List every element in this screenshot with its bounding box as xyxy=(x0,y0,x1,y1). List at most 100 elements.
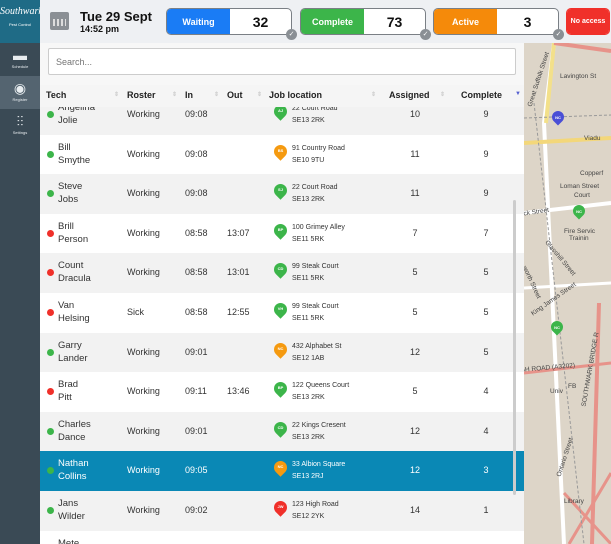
column-complete[interactable]: Complete xyxy=(461,90,503,100)
column-assigned[interactable]: Assigned xyxy=(389,90,430,100)
sidebar-item-settings[interactable]: ⫶⫶ Settings xyxy=(0,109,40,142)
marker-initials: NC xyxy=(554,325,560,330)
time-in: 09:08 xyxy=(185,188,208,199)
pin-initials: JW xyxy=(277,503,284,509)
map-label: FB xyxy=(568,383,577,390)
stat-active[interactable]: Active 3 ✓ xyxy=(433,8,564,40)
logo: Southwark Pest Control xyxy=(0,0,43,43)
assigned-count: 5 xyxy=(412,267,418,278)
tech-name: Van Helsing xyxy=(58,299,90,324)
stat-label: Waiting xyxy=(167,9,230,34)
job-location: 123 High Road SE12 2YK xyxy=(292,500,339,520)
time-in: 09:11 xyxy=(185,386,207,397)
table-row[interactable]: Count Dracula Working 08:58 13:01 CD 99 S… xyxy=(40,253,524,293)
map-label: Fire Servic xyxy=(564,228,596,235)
sort-desc-icon[interactable]: ▼ xyxy=(515,91,521,97)
sort-icon[interactable]: ⇕ xyxy=(371,92,377,98)
column-in[interactable]: In xyxy=(185,90,193,100)
time-in: 09:02 xyxy=(185,504,208,515)
stat-waiting[interactable]: Waiting 32 ✓ xyxy=(166,8,297,40)
marker-initials: NC xyxy=(576,209,582,214)
column-job-location[interactable]: Job location xyxy=(269,90,323,100)
complete-count: 9 xyxy=(483,188,489,199)
complete-count: 4 xyxy=(483,425,489,436)
table-row[interactable]: Mete xyxy=(40,531,524,544)
table-scrollbar[interactable] xyxy=(513,200,516,495)
assigned-count: 7 xyxy=(412,227,418,238)
roster: Working xyxy=(127,346,160,357)
sidebar-item-label: Schedule xyxy=(11,64,29,69)
status-dot xyxy=(47,348,54,356)
stat-value: 32 xyxy=(252,13,269,30)
time-in: 09:01 xyxy=(185,346,208,357)
sort-icon[interactable]: ⇕ xyxy=(114,92,120,98)
roster: Working xyxy=(127,227,160,238)
sort-icon[interactable]: ⇕ xyxy=(172,92,178,98)
stat-value: 3 xyxy=(523,13,532,30)
stat-complete[interactable]: Complete 73 ✓ xyxy=(300,8,431,40)
stat-value: 73 xyxy=(386,13,403,30)
table-row[interactable]: Nathan Collins Working 09:05 NC 33 Albion… xyxy=(40,451,524,491)
status-dot xyxy=(47,111,54,118)
assigned-count: 5 xyxy=(412,386,418,397)
sort-icon[interactable]: ⇕ xyxy=(214,92,220,98)
table-row[interactable]: Garry Lander Working 09:01 NC 432 Alphabe… xyxy=(40,332,524,373)
header: Tue 29 Sept 14:52 pm Waiting 32 ✓ Complete 7… xyxy=(40,0,611,43)
complete-count: 5 xyxy=(483,346,489,357)
tech-name: Brill Person xyxy=(58,220,89,245)
column-tech[interactable]: Tech xyxy=(46,90,67,100)
roster: Working xyxy=(127,465,160,476)
check-icon[interactable]: ✓ xyxy=(420,29,431,40)
status-dot xyxy=(47,190,54,198)
tech-name: Nathan Collins xyxy=(58,458,89,483)
tech-name: Mete xyxy=(58,537,80,544)
tech-name: Jans Wilder xyxy=(58,497,85,522)
roster: Working xyxy=(127,267,160,278)
stat-no-access[interactable]: No access xyxy=(566,8,610,35)
roster: Working xyxy=(127,425,160,436)
tech-name: Bill Smythe xyxy=(58,141,91,166)
table-row[interactable]: Brad Pitt Working 09:11 13:46 BP 122 Quee… xyxy=(40,372,524,412)
tech-name: Count Dracula xyxy=(58,260,91,285)
table-row[interactable]: Charles Dance Working 09:01 CD 22 Kings C… xyxy=(40,411,524,452)
roster: Working xyxy=(127,109,160,119)
calendar-icon[interactable] xyxy=(50,12,69,30)
job-location: 22 Court Road SE13 2RK xyxy=(292,184,338,204)
tech-table: Angelina Jolie Working 09:08 AJ 22 Court … xyxy=(40,107,524,544)
table-row[interactable]: Brill Person Working 08:58 13:07 BP 100 G… xyxy=(40,214,524,254)
sort-icon[interactable]: ⇕ xyxy=(440,92,446,98)
map-label: Lavington St xyxy=(560,73,597,80)
time-in: 08:58 xyxy=(185,306,208,317)
status-dot xyxy=(47,427,54,435)
roster: Sick xyxy=(127,306,145,317)
complete-count: 1 xyxy=(483,504,489,515)
column-roster[interactable]: Roster xyxy=(127,90,156,100)
check-icon[interactable]: ✓ xyxy=(286,29,297,40)
job-location: 91 Country Road SE10 9TU xyxy=(292,144,345,164)
status-dot xyxy=(47,388,54,396)
roster: Working xyxy=(127,386,160,397)
column-out[interactable]: Out xyxy=(227,90,243,100)
time-out: 13:01 xyxy=(227,267,250,278)
table-row[interactable]: Van Helsing Sick 08:58 12:55 VH 99 Steak … xyxy=(40,293,524,333)
time-in: 09:08 xyxy=(185,109,208,119)
table-row[interactable]: Steve Jobs Working 09:08 SJ 22 Court Road… xyxy=(40,174,524,214)
complete-count: 3 xyxy=(483,465,489,476)
map-label: Loman Street xyxy=(560,183,600,190)
table-row[interactable]: Jans Wilder Working 09:02 JW 123 High Roa… xyxy=(40,490,524,531)
marker-initials: NC xyxy=(555,115,561,120)
complete-count: 4 xyxy=(483,386,489,397)
check-icon[interactable]: ✓ xyxy=(553,29,564,40)
date: Tue 29 Sept xyxy=(80,9,153,24)
pin-initials: VH xyxy=(277,305,284,311)
map[interactable]: Lavington St Great Suffolk Street Viadu Cop… xyxy=(524,43,611,544)
complete-count: 5 xyxy=(483,267,489,278)
sidebar-item-register[interactable]: ◉ Register xyxy=(0,76,40,109)
sort-icon[interactable]: ⇕ xyxy=(257,92,263,98)
search-input[interactable] xyxy=(48,48,516,75)
status-dot xyxy=(47,506,54,514)
table-row[interactable]: Angelina Jolie Working 09:08 AJ 22 Court … xyxy=(40,107,524,135)
sidebar-item-schedule[interactable]: ▬ Schedule xyxy=(0,43,40,76)
table-row[interactable]: Bill Smythe Working 09:08 BS 91 Country R… xyxy=(40,135,524,175)
pin-initials: BP xyxy=(277,226,284,232)
